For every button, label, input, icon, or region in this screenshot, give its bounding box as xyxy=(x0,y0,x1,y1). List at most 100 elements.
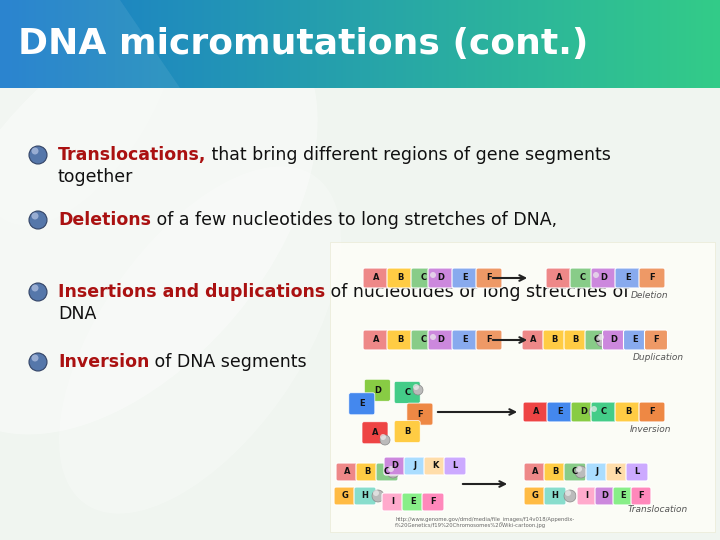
FancyBboxPatch shape xyxy=(606,463,628,481)
Bar xyxy=(96,0,99,88)
Bar xyxy=(290,0,294,88)
Bar xyxy=(459,0,462,88)
Text: H: H xyxy=(361,491,369,501)
Bar xyxy=(274,0,277,88)
Bar xyxy=(153,0,157,88)
Text: Duplication: Duplication xyxy=(632,354,683,362)
Bar xyxy=(564,0,567,88)
Bar xyxy=(379,0,382,88)
Text: K: K xyxy=(614,468,620,476)
Bar xyxy=(269,0,272,88)
Bar xyxy=(711,0,714,88)
Bar xyxy=(624,0,627,88)
FancyBboxPatch shape xyxy=(402,493,424,511)
Bar xyxy=(598,0,601,88)
Bar xyxy=(444,0,447,88)
Bar xyxy=(130,0,133,88)
Bar xyxy=(99,0,102,88)
FancyBboxPatch shape xyxy=(543,330,566,350)
Bar xyxy=(24,0,27,88)
Text: C: C xyxy=(580,273,586,282)
Bar xyxy=(142,0,145,88)
FancyBboxPatch shape xyxy=(452,330,478,350)
Bar xyxy=(451,0,454,88)
Bar xyxy=(5,0,8,88)
Bar xyxy=(122,0,126,88)
Bar xyxy=(614,0,618,88)
Text: that bring different regions of gene segments: that bring different regions of gene seg… xyxy=(207,146,611,164)
Text: B: B xyxy=(552,335,558,345)
Bar xyxy=(271,0,274,88)
Bar xyxy=(696,0,699,88)
Bar xyxy=(137,0,140,88)
Bar xyxy=(571,0,575,88)
Bar xyxy=(538,0,541,88)
Text: G: G xyxy=(341,491,348,501)
FancyBboxPatch shape xyxy=(586,463,608,481)
Text: D: D xyxy=(601,491,608,501)
Text: D: D xyxy=(438,335,444,345)
Bar xyxy=(247,0,251,88)
Bar xyxy=(338,0,342,88)
FancyBboxPatch shape xyxy=(615,402,641,422)
FancyBboxPatch shape xyxy=(564,463,586,481)
Bar xyxy=(585,0,589,88)
Bar xyxy=(34,0,37,88)
Bar xyxy=(199,0,202,88)
FancyBboxPatch shape xyxy=(362,422,388,444)
Circle shape xyxy=(32,147,38,154)
Bar xyxy=(497,0,500,88)
Text: H: H xyxy=(552,491,559,501)
Bar xyxy=(41,0,44,88)
Bar xyxy=(398,0,402,88)
Circle shape xyxy=(565,490,571,496)
Text: D: D xyxy=(611,335,618,345)
Text: K: K xyxy=(432,462,438,470)
Bar xyxy=(408,0,411,88)
Bar xyxy=(336,0,339,88)
Bar xyxy=(243,0,246,88)
Bar xyxy=(67,0,71,88)
Text: B: B xyxy=(404,427,410,436)
Bar xyxy=(528,0,531,88)
Text: L: L xyxy=(452,462,458,470)
Bar xyxy=(636,0,639,88)
FancyBboxPatch shape xyxy=(387,330,413,350)
Bar xyxy=(415,0,418,88)
Text: DNA micromutations (cont.): DNA micromutations (cont.) xyxy=(18,27,588,61)
Bar xyxy=(36,0,40,88)
Bar xyxy=(701,0,704,88)
Text: E: E xyxy=(462,335,468,345)
Circle shape xyxy=(596,333,610,347)
Text: B: B xyxy=(572,335,579,345)
Bar xyxy=(331,0,335,88)
FancyBboxPatch shape xyxy=(577,487,597,505)
Bar xyxy=(403,0,407,88)
Bar xyxy=(235,0,238,88)
Bar xyxy=(588,0,591,88)
Bar xyxy=(171,0,174,88)
Bar xyxy=(348,0,351,88)
Bar xyxy=(9,0,13,88)
Bar xyxy=(168,0,171,88)
Bar xyxy=(197,0,200,88)
Bar xyxy=(0,0,4,88)
Bar xyxy=(295,0,299,88)
Text: Inversion: Inversion xyxy=(58,353,149,371)
Bar xyxy=(315,0,318,88)
Bar xyxy=(297,0,301,88)
Circle shape xyxy=(428,333,442,347)
Bar xyxy=(576,0,580,88)
Bar xyxy=(449,0,452,88)
FancyBboxPatch shape xyxy=(603,330,626,350)
Bar xyxy=(657,0,661,88)
Text: E: E xyxy=(632,335,638,345)
Text: Deletion: Deletion xyxy=(631,292,669,300)
Bar xyxy=(672,0,675,88)
Text: of nucleotides or long stretches of: of nucleotides or long stretches of xyxy=(325,283,629,301)
Bar xyxy=(12,0,15,88)
FancyBboxPatch shape xyxy=(364,379,390,401)
Bar xyxy=(423,0,426,88)
Bar xyxy=(365,0,368,88)
Bar xyxy=(261,0,265,88)
